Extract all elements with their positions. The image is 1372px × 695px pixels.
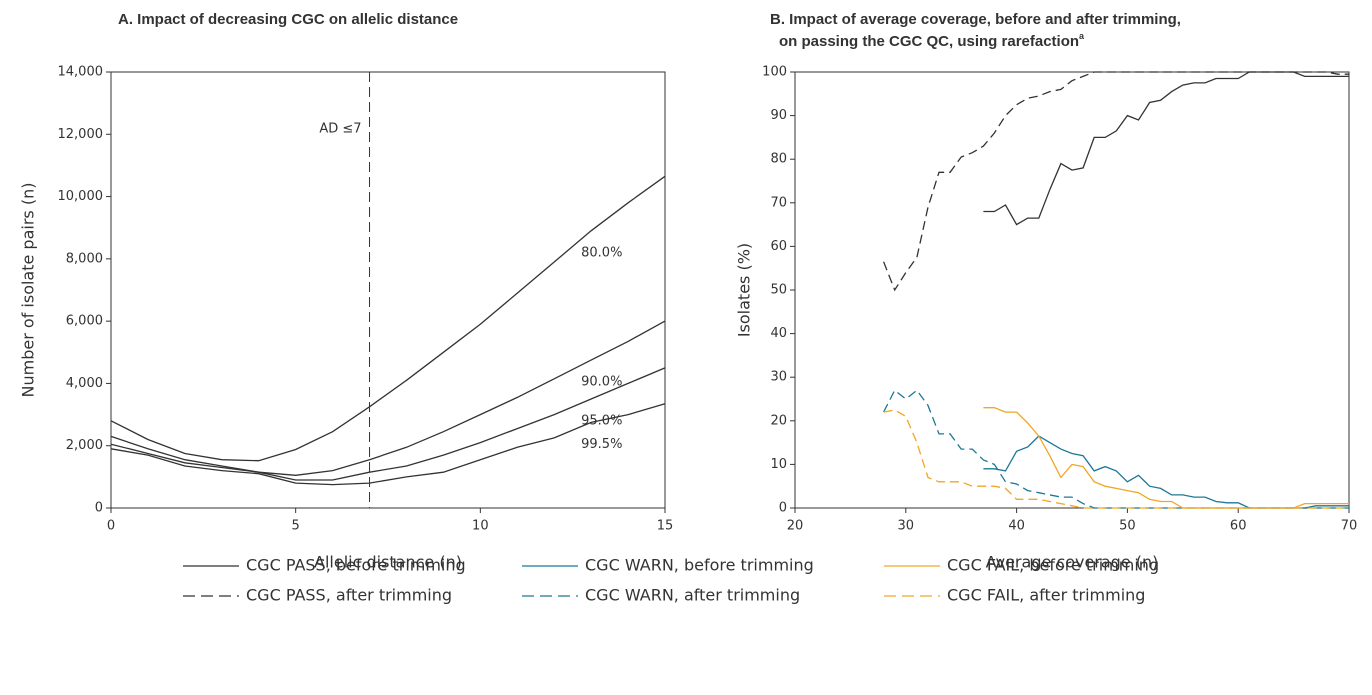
series-line <box>110 175 666 462</box>
x-tick-label: 10 <box>472 519 489 534</box>
y-tick-label: 80 <box>770 152 787 167</box>
legend-label: CGC PASS, before trimming <box>246 556 466 575</box>
series-label: 99.5% <box>581 437 622 452</box>
chart-title: A. Impact of decreasing CGC on allelic d… <box>118 11 458 28</box>
x-tick-label: 15 <box>657 519 674 534</box>
series-line <box>983 71 1349 226</box>
series-line <box>110 367 666 481</box>
y-tick-label: 14,000 <box>58 65 104 80</box>
y-tick-label: 20 <box>770 413 787 428</box>
series-line <box>882 71 1349 292</box>
title-note: a <box>1079 31 1085 41</box>
y-tick-label: 6,000 <box>66 314 103 329</box>
legend-label: CGC WARN, before trimming <box>585 556 814 575</box>
y-tick-label: 10 <box>770 457 787 472</box>
x-tick-label: 60 <box>1230 519 1247 534</box>
x-tick-label: 40 <box>1008 519 1025 534</box>
y-axis-label: Number of isolate pairs (n) <box>19 183 38 398</box>
plot-frame <box>794 71 1350 509</box>
x-tick-label: 5 <box>292 519 300 534</box>
y-tick-label: 40 <box>770 326 787 341</box>
y-tick-label: 30 <box>770 370 787 385</box>
title-text: A. Impact of decreasing CGC on allelic d… <box>118 11 458 28</box>
title-text: B. Impact of average coverage, before an… <box>770 11 1181 28</box>
reference-label: AD ≤7 <box>319 122 361 137</box>
series-line <box>983 435 1349 509</box>
y-tick-label: 70 <box>770 195 787 210</box>
x-axis-label: Average coverage (n) <box>986 553 1159 572</box>
y-tick-label: 10,000 <box>58 189 104 204</box>
legend-label: CGC FAIL, before trimming <box>947 556 1159 575</box>
x-tick-label: 70 <box>1341 519 1358 534</box>
series-line <box>110 320 666 476</box>
series-label: 80.0% <box>581 245 622 260</box>
title-text: on passing the CGC QC, using rarefaction <box>779 33 1079 50</box>
y-tick-label: 0 <box>779 501 787 516</box>
y-axis-label: Isolates (%) <box>735 243 754 337</box>
y-tick-label: 4,000 <box>66 376 103 391</box>
x-tick-label: 20 <box>787 519 804 534</box>
plot-frame <box>110 71 666 509</box>
y-tick-label: 60 <box>770 239 787 254</box>
x-axis-label: Allelic distance (n) <box>314 553 462 572</box>
x-tick-label: 50 <box>1119 519 1136 534</box>
y-tick-label: 8,000 <box>66 251 103 266</box>
series-label: 90.0% <box>581 375 622 390</box>
chart-title: on passing the CGC QC, using rarefaction… <box>779 31 1085 50</box>
y-tick-label: 2,000 <box>66 438 103 453</box>
y-tick-label: 12,000 <box>58 127 104 142</box>
legend-label: CGC PASS, after trimming <box>246 586 452 605</box>
legend-label: CGC FAIL, after trimming <box>947 586 1145 605</box>
y-tick-label: 50 <box>770 283 787 298</box>
x-tick-label: 30 <box>898 519 915 534</box>
legend-label: CGC WARN, after trimming <box>585 586 800 605</box>
series-label: 95.0% <box>581 414 622 429</box>
series-line <box>883 409 1349 509</box>
y-tick-label: 90 <box>770 108 787 123</box>
y-tick-label: 0 <box>95 501 103 516</box>
x-tick-label: 0 <box>107 519 115 534</box>
series-line <box>883 389 1349 509</box>
y-tick-label: 100 <box>762 65 787 80</box>
chart-title: B. Impact of average coverage, before an… <box>770 11 1181 28</box>
series-line <box>110 403 666 486</box>
